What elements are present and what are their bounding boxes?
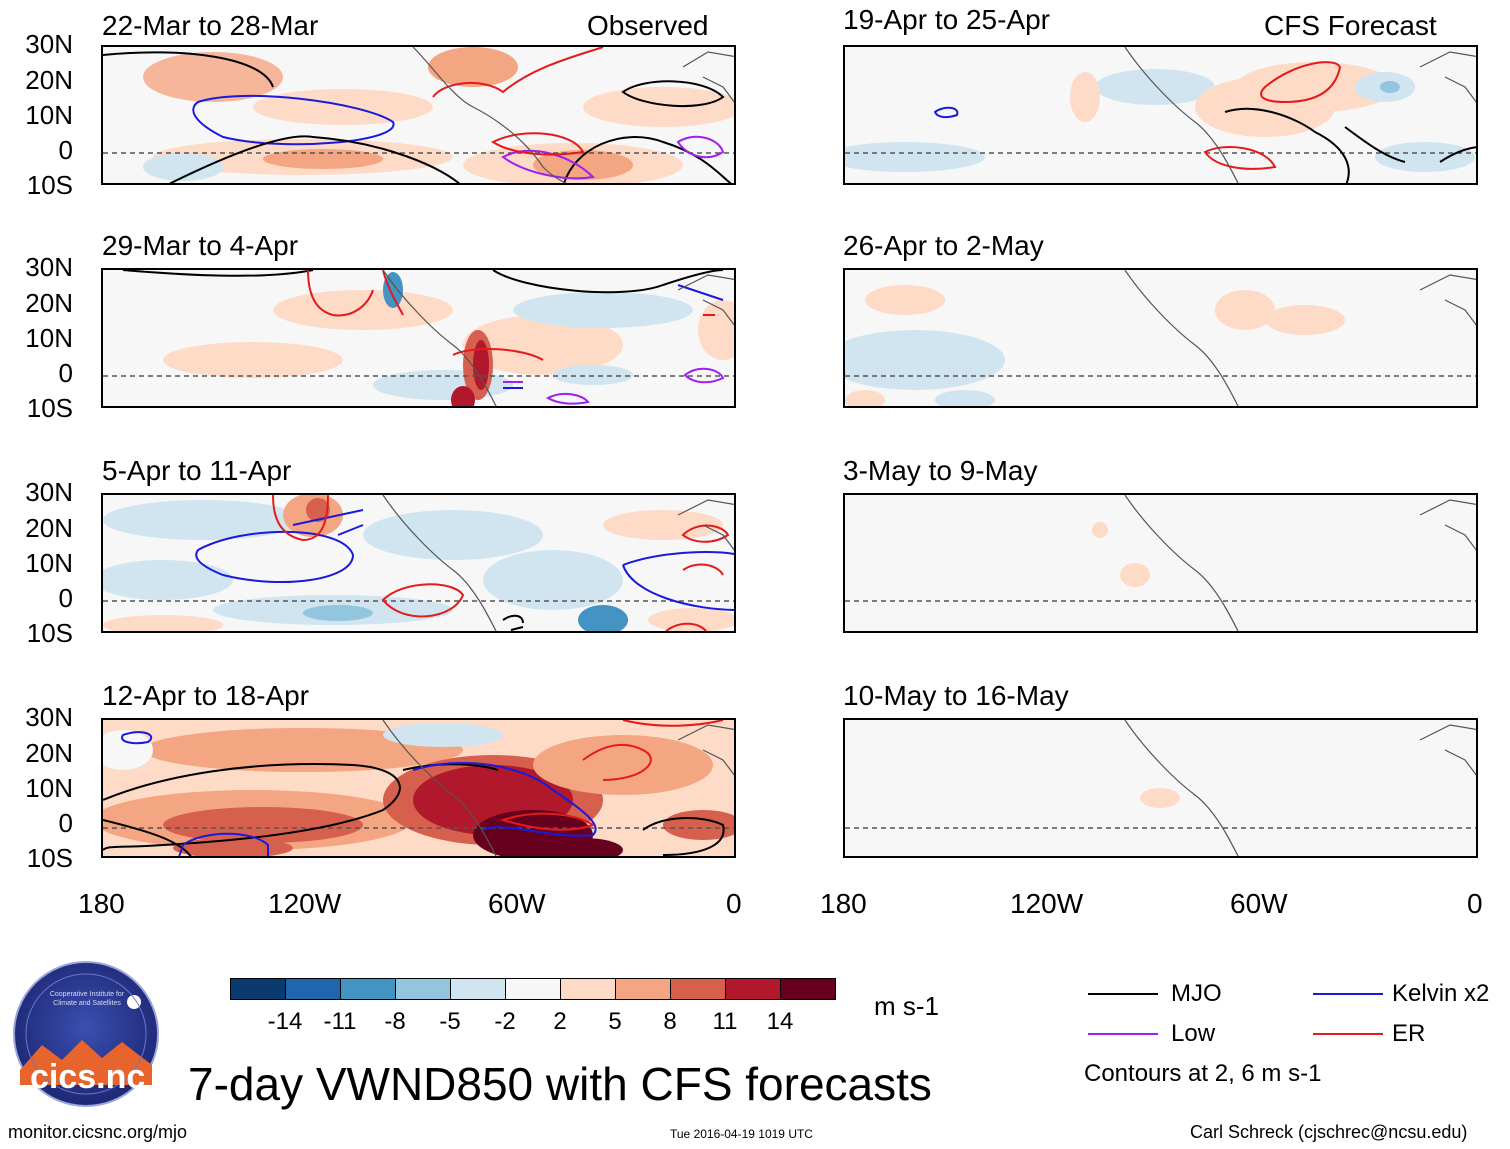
footer-url: monitor.cicsnc.org/mjo [8, 1122, 188, 1142]
y-label-row2-10n: 10N [25, 323, 73, 353]
y-label-row4-10s: 10S [26, 843, 73, 873]
y-label-row1-30n: 30N [25, 29, 73, 59]
map-obs-3-graphic [103, 495, 734, 631]
x-label-right-120w: 120W [1010, 888, 1084, 919]
y-label-row4-0: 0 [58, 808, 73, 838]
y-label-row3-0: 0 [58, 583, 73, 613]
legend-kelvin-label: Kelvin x2 [1392, 980, 1490, 1007]
colorbar-segment [230, 978, 286, 1000]
map-obs-2-graphic [103, 270, 734, 406]
panel-title-right-1: 19-Apr to 25-Apr [843, 4, 1050, 35]
colorbar-segment [450, 978, 506, 1000]
x-label-left-180: 180 [78, 888, 125, 919]
x-label-right-60w: 60W [1230, 888, 1288, 919]
colorbar-label: 14 [766, 1008, 794, 1035]
colorbar-label: 11 [712, 1008, 738, 1035]
y-label-row4-20n: 20N [25, 738, 73, 768]
contour-note: Contours at 2, 6 m s-1 [1084, 1060, 1322, 1087]
map-panel-obs-2 [101, 268, 736, 408]
panel-title-left-2: 29-Mar to 4-Apr [102, 230, 299, 261]
map-panel-fcst-4 [843, 718, 1478, 858]
map-fcst-4-graphic [845, 720, 1476, 856]
legend-mjo-label: MJO [1171, 980, 1222, 1007]
legend-er-label: ER [1392, 1020, 1426, 1047]
cics-logo: cics.nc Cooperative Institute for Climat… [12, 960, 160, 1108]
panel-title-right-3: 3-May to 9-May [843, 455, 1038, 486]
y-label-row2-30n: 30N [25, 252, 73, 282]
panel-title-right-4: 10-May to 16-May [843, 680, 1069, 711]
colorbar-segment [725, 978, 781, 1000]
cics-logo-graphic [13, 961, 159, 1107]
colorbar-segment [780, 978, 836, 1000]
colorbar-segment [285, 978, 341, 1000]
footer-timestamp: Tue 2016-04-19 1019 UTC [670, 1127, 813, 1141]
map-fcst-2-graphic [845, 270, 1476, 406]
legend-low-line [1088, 1033, 1158, 1035]
map-fcst-3-graphic [845, 495, 1476, 631]
colorbar-label: 5 [608, 1008, 622, 1035]
y-label-row3-10n: 10N [25, 548, 73, 578]
colorbar-segment [340, 978, 396, 1000]
x-label-right-180: 180 [820, 888, 867, 919]
y-label-row1-20n: 20N [25, 65, 73, 95]
colorbar-label: -2 [494, 1008, 516, 1035]
map-panel-fcst-1 [843, 45, 1478, 185]
legend-mjo-line [1088, 993, 1158, 995]
logo-ring-text: Cooperative Institute for Climate and Sa… [49, 991, 125, 1007]
colorbar-segment [615, 978, 671, 1000]
colorbar-label: -11 [323, 1008, 357, 1035]
y-label-row2-20n: 20N [25, 288, 73, 318]
y-label-row4-10n: 10N [25, 773, 73, 803]
legend-er-line [1313, 1033, 1383, 1035]
cfs-forecast-label: CFS Forecast [1264, 10, 1437, 41]
map-obs-1-graphic [103, 47, 734, 183]
map-panel-obs-1 [101, 45, 736, 185]
legend-kelvin-line [1313, 993, 1383, 995]
colorbar-label: -8 [384, 1008, 406, 1035]
observed-label: Observed [587, 10, 709, 41]
y-label-row3-10s: 10S [26, 618, 73, 648]
y-label-row1-10n: 10N [25, 100, 73, 130]
colorbar-label: 2 [553, 1008, 567, 1035]
colorbar-label: -5 [439, 1008, 461, 1035]
colorbar-segment [395, 978, 451, 1000]
y-label-row1-0: 0 [58, 135, 73, 165]
colorbar-label: 8 [663, 1008, 677, 1035]
figure-title: 7-day VWND850 with CFS forecasts [188, 1058, 932, 1110]
x-label-left-60w: 60W [488, 888, 546, 919]
y-label-row1-10s: 10S [26, 170, 73, 200]
y-label-row4-30n: 30N [25, 702, 73, 732]
colorbar-segment [505, 978, 561, 1000]
x-label-left-120w: 120W [268, 888, 342, 919]
units-label: m s-1 [874, 991, 939, 1021]
footer-author: Carl Schreck (cjschrec@ncsu.edu) [1190, 1122, 1468, 1142]
panel-title-left-1: 22-Mar to 28-Mar [102, 10, 319, 41]
y-label-row3-20n: 20N [25, 513, 73, 543]
logo-text: cics.nc [30, 1058, 146, 1096]
map-panel-fcst-2 [843, 268, 1478, 408]
x-label-left-0: 0 [726, 888, 742, 919]
colorbar-segment [560, 978, 616, 1000]
colorbar-label: -14 [267, 1008, 303, 1035]
map-panel-obs-3 [101, 493, 736, 633]
y-label-row3-30n: 30N [25, 477, 73, 507]
map-obs-4-graphic [103, 720, 734, 856]
panel-title-left-4: 12-Apr to 18-Apr [102, 680, 309, 711]
panel-title-left-3: 5-Apr to 11-Apr [102, 455, 292, 486]
map-panel-obs-4 [101, 718, 736, 858]
colorbar-segment [670, 978, 726, 1000]
panel-title-right-2: 26-Apr to 2-May [843, 230, 1044, 261]
legend-low-label: Low [1171, 1020, 1216, 1047]
x-label-right-0: 0 [1467, 888, 1483, 919]
map-panel-fcst-3 [843, 493, 1478, 633]
y-label-row2-10s: 10S [26, 393, 73, 423]
map-fcst-1-graphic [845, 47, 1476, 183]
y-label-row2-0: 0 [58, 358, 73, 388]
